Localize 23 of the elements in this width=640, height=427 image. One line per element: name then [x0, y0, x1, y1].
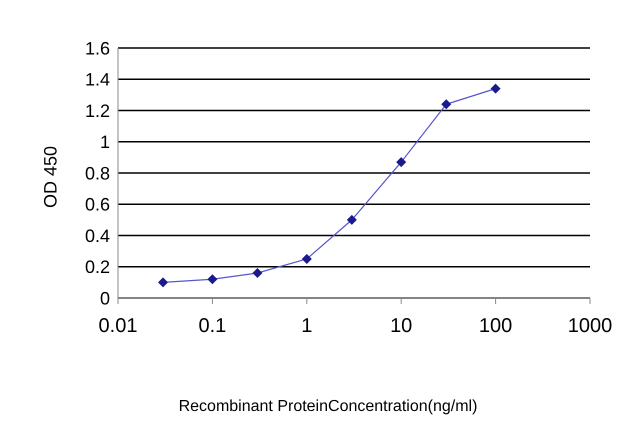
- x-tick-label: 100: [478, 315, 512, 338]
- point: [490, 84, 501, 94]
- y-tick-label: 1.2: [84, 100, 110, 121]
- x-tick-label: 10: [390, 315, 412, 338]
- y-tick-label: 1: [100, 132, 110, 152]
- y-tick-label: 0.4: [84, 226, 110, 246]
- x-tick-label: 0.01: [98, 315, 138, 338]
- point: [207, 274, 218, 284]
- y-tick-label: 1.4: [84, 70, 110, 90]
- y-tick-label: 0.8: [84, 163, 110, 184]
- y-tick-label: 0.6: [84, 194, 110, 215]
- point: [302, 254, 312, 264]
- x-tick-label: 1: [301, 315, 312, 338]
- y-tick-label: 0: [100, 288, 110, 308]
- x-tick-label: 1000: [568, 315, 612, 338]
- point: [158, 277, 168, 288]
- y-tick-label: 1.6: [84, 38, 110, 58]
- x-tick-label: 0.1: [198, 315, 226, 338]
- point: [252, 268, 262, 278]
- point: [396, 157, 406, 168]
- y-axis-title: OD 450: [40, 146, 60, 208]
- x-axis-title: Recombinant ProteinConcentration(ng/ml): [178, 398, 478, 416]
- y-tick-label: 0.2: [84, 257, 110, 278]
